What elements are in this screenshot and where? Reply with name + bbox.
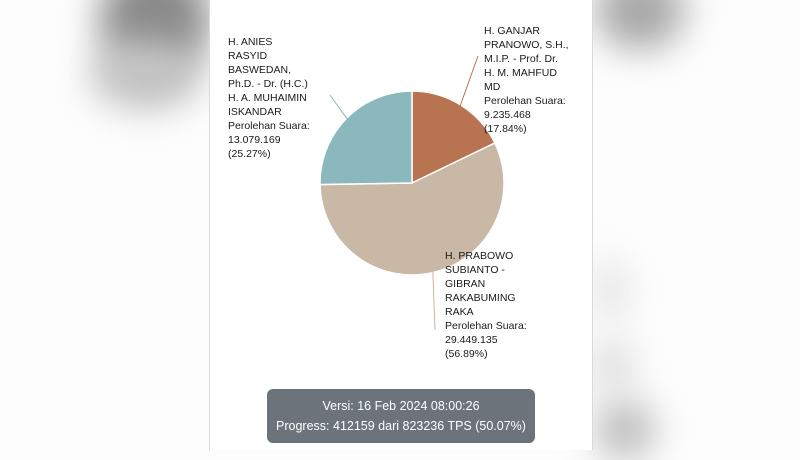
background-blur — [595, 0, 685, 50]
progress-text: Progress: 412159 dari 823236 TPS (50.07%… — [276, 419, 526, 433]
pie-slice — [319, 90, 413, 186]
label-anies-muhaimin: H. ANIES RASYID BASWEDAN, Ph.D. - Dr. (H… — [228, 36, 310, 160]
pie-chart — [319, 55, 505, 331]
version-info-box: Versi: 16 Feb 2024 08:00:26 Progress: 41… — [267, 389, 535, 443]
background-blur — [595, 340, 630, 390]
background-blur — [595, 260, 625, 320]
results-card: H. ANIES RASYID BASWEDAN, Ph.D. - Dr. (H… — [209, 0, 593, 450]
label-prabowo-gibran: H. PRABOWO SUBIANTO - GIBRAN RAKABUMING … — [445, 250, 527, 360]
leader-line — [459, 55, 479, 107]
background-blur — [595, 400, 655, 460]
label-ganjar-mahfud: H. GANJAR PRANOWO, S.H., M.I.P. - Prof. … — [484, 25, 569, 135]
version-text: Versi: 16 Feb 2024 08:00:26 — [322, 399, 480, 413]
leader-line — [432, 270, 436, 331]
leader-line — [329, 94, 349, 121]
background-blur — [90, 40, 200, 110]
